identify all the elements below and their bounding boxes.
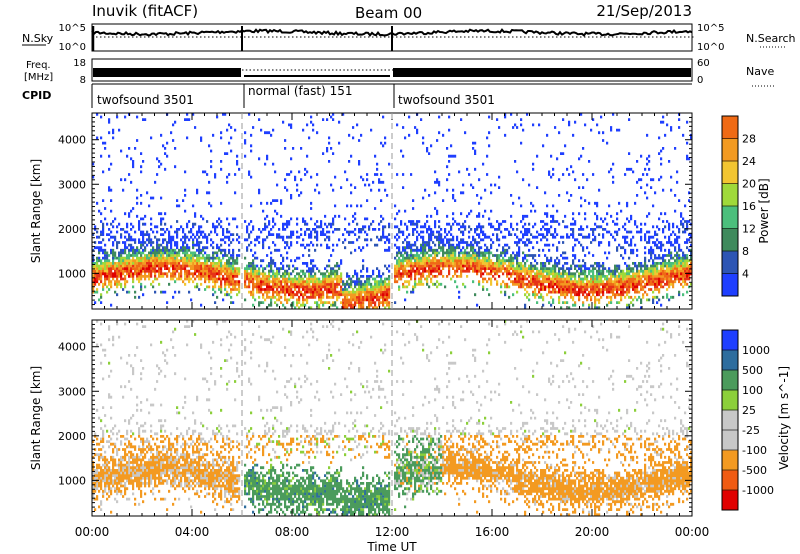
freq-label-top: Freq.	[26, 60, 51, 71]
noise-left-label: N.Sky	[22, 32, 54, 45]
colorbar-tick-label: 24	[742, 155, 756, 168]
colorbar-swatch	[722, 330, 738, 351]
ytick-label: 1000	[58, 267, 86, 280]
ytick-label: 4000	[58, 341, 86, 354]
colorbar-tick-label: 100	[742, 384, 763, 397]
colorbar-tick-label: 20	[742, 178, 756, 191]
power-ylabel: Slant Range [km]	[29, 159, 43, 263]
velocity-ylabel: Slant Range [km]	[29, 366, 43, 470]
noise-trace	[91, 26, 694, 51]
ytick-label: 3000	[58, 385, 86, 398]
colorbar-swatch	[722, 390, 738, 411]
xtick-label: 00:00	[675, 525, 710, 539]
colorbar-swatch	[722, 273, 738, 297]
colorbar-tick-label: 4	[742, 268, 749, 281]
xtick-label: 08:00	[275, 525, 310, 539]
velocity-axes: 1000 2000 3000 4000 00:00 04:00 08:00 12:00 16:0…	[58, 320, 709, 539]
colorbar-tick-label: 12	[742, 223, 756, 236]
velocity-cell-group	[92, 435, 693, 517]
colorbar-swatch	[722, 116, 738, 139]
beam-title: Beam 00	[355, 4, 422, 22]
power-heatmap-cells	[92, 113, 693, 310]
date-title: 21/Sep/2013	[596, 2, 692, 20]
freq-label-bottom: [MHz]	[24, 72, 53, 83]
colorbar-swatch	[722, 430, 738, 451]
velocity-colorbar: -1000 -500 -100 -25 25 100 500 1000	[721, 329, 774, 511]
colorbar-tick-label: 1000	[742, 344, 770, 357]
colorbar-swatch	[722, 370, 738, 391]
noise-right-label: N.Search	[746, 32, 796, 45]
ytick-label: 2000	[58, 430, 86, 443]
colorbar-swatch	[722, 350, 738, 371]
colorbar-swatch	[722, 228, 738, 252]
power-colorbar-label: Power [dB]	[757, 178, 771, 243]
cpid-segment-3: twofsound 3501	[398, 93, 495, 107]
cpid-segment-2: normal (fast) 151	[248, 84, 352, 98]
frequency-panel: Freq. [MHz] 18 8 60 0 Nave	[24, 58, 776, 87]
colorbar-swatch	[722, 138, 738, 162]
freq-band	[393, 68, 691, 77]
power-panel: 1000 2000 3000 4000 Slant Range [km]	[29, 112, 693, 310]
colorbar-tick-label: -500	[742, 464, 767, 477]
colorbar-swatch	[722, 450, 738, 471]
xtick-label: 20:00	[575, 525, 610, 539]
freq-right-tick-bottom: 0	[697, 75, 703, 86]
colorbar-tick-label: -100	[742, 444, 767, 457]
colorbar-swatch	[722, 161, 738, 184]
noise-panel: N.Sky 10^5 10^0 10^5 10^0 N.Search	[22, 23, 796, 53]
freq-right-tick-top: 60	[697, 58, 710, 69]
station-title: Inuvik (fitACF)	[92, 2, 198, 20]
freq-trace	[93, 68, 691, 77]
cpid-row: CPID twofsound 3501 normal (fast) 151 tw…	[22, 83, 692, 108]
power-axes: 1000 2000 3000 4000	[58, 113, 693, 309]
noise-right-tick-bottom: 10^0	[697, 42, 724, 53]
xtick-label: 04:00	[175, 525, 210, 539]
colorbar-swatch	[722, 490, 738, 511]
colorbar-swatch	[722, 183, 738, 207]
velocity-cell-group	[244, 435, 443, 517]
colorbar-swatch	[722, 251, 738, 274]
xtick-label: 12:00	[375, 525, 410, 539]
nave-label: Nave	[746, 65, 774, 78]
xtick-label: 00:00	[75, 525, 110, 539]
freq-left-tick-bottom: 8	[80, 75, 86, 86]
freq-band-normal	[244, 75, 390, 77]
ytick-label: 1000	[58, 474, 86, 487]
cpid-label: CPID	[22, 89, 51, 102]
ytick-label: 2000	[58, 223, 86, 236]
colorbar-tick-label: -1000	[742, 484, 774, 497]
colorbar-tick-label: 25	[742, 404, 756, 417]
colorbar-swatch	[722, 206, 738, 229]
ytick-label: 4000	[58, 134, 86, 147]
colorbar-tick-label: 16	[742, 200, 756, 213]
colorbar-tick-label: 28	[742, 133, 756, 146]
power-cell-group	[92, 254, 693, 310]
freq-band	[93, 68, 241, 77]
velocity-panel: 1000 2000 3000 4000 00:00 04:00 08:00 12:00 16:0…	[29, 319, 709, 554]
ytick-label: 3000	[58, 178, 86, 191]
velocity-heatmap-cells	[92, 320, 693, 517]
colorbar-tick-label: 500	[742, 364, 763, 377]
freq-left-tick-top: 18	[73, 58, 86, 69]
velocity-colorbar-label: Velocity [m s^-1]	[777, 366, 791, 470]
power-cell-group	[92, 251, 693, 310]
colorbar-swatch	[722, 470, 738, 491]
colorbar-swatch	[722, 410, 738, 431]
colorbar-tick-label: -25	[742, 424, 760, 437]
time-xlabel: Time UT	[366, 540, 417, 554]
power-cell-group	[92, 248, 691, 310]
noise-right-tick-top: 10^5	[697, 23, 724, 34]
noise-left-tick-bottom: 10^0	[59, 42, 86, 53]
cpid-segment-1: twofsound 3501	[97, 93, 194, 107]
colorbar-tick-label: 8	[742, 245, 749, 258]
xtick-label: 16:00	[475, 525, 510, 539]
power-cell-group	[92, 259, 693, 310]
power-colorbar: 4 8 12 16 20 24 28	[721, 115, 756, 297]
noise-left-tick-top: 10^5	[59, 23, 86, 34]
power-cell-group	[96, 241, 693, 310]
